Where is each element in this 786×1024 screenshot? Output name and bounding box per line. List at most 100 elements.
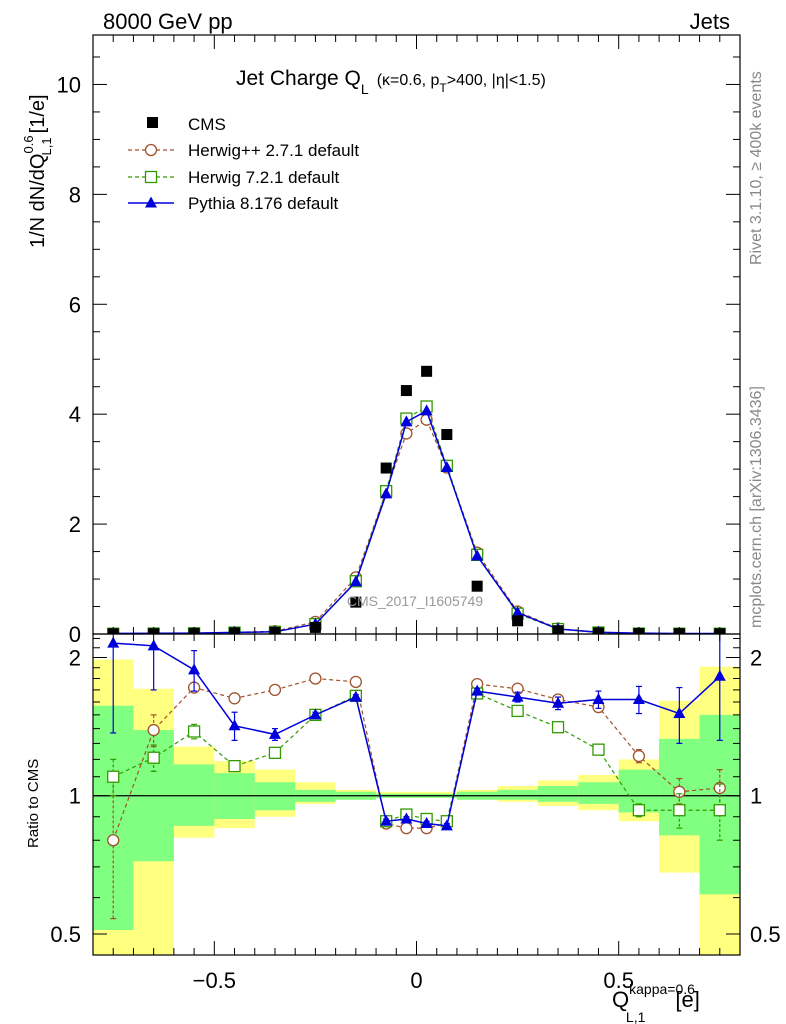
ratio-pythia-point (713, 669, 726, 681)
ratio-pythia-point (228, 719, 241, 731)
mcplots-source-label: mcplots.cern.ch [arXiv:1306.3436] (748, 386, 765, 628)
ratio-herwig7-point (187, 725, 201, 738)
main-y-tick-label: 10 (57, 72, 81, 97)
ratio-herwig7-point (713, 804, 726, 817)
ratio-y-tick-label-right: 2 (750, 645, 762, 670)
ratio-herwig7-line (112, 692, 720, 823)
legend: CMS Herwig++ 2.7.1 default Herwig 7.2.1 … (128, 115, 359, 213)
title-detail-subscript: T (439, 81, 447, 95)
ratio-herwig7-point (551, 721, 565, 734)
legend-pythia-marker (145, 196, 157, 208)
ratio-pythia-point (632, 693, 645, 705)
main-pythia-point (440, 460, 453, 472)
ratio-y-tick-label: 0.5 (50, 922, 81, 947)
ratio-pythia-point (440, 819, 453, 831)
ratio-pythia-point (188, 663, 201, 675)
ratio-pythia-point (471, 684, 484, 696)
ratio-band-inner (497, 789, 538, 800)
ratio-herwigpp-point (400, 822, 413, 835)
main-cms-point (380, 462, 392, 474)
ratio-pythia-point (309, 708, 322, 720)
x-axis-label: Qkappa=0.6 L,1 [e] (612, 981, 700, 1024)
main-cms-point (512, 615, 524, 627)
main-y-tick-label: 0 (69, 622, 81, 647)
svg-text:Jet Charge QL(κ=0.6, pT>400, |: Jet Charge QL (κ=0.6, pT>400, |η|<1.5) (236, 67, 546, 97)
ratio-herwigpp-point (147, 723, 160, 737)
title-main: Jet Charge Q (236, 67, 361, 90)
main-pythia-point (349, 575, 362, 587)
ratio-y-tick-label-right: 0.5 (750, 922, 781, 947)
ratio-herwigpp-point (107, 834, 120, 847)
main-cms-point (400, 385, 412, 397)
svg-text:Qkappa=0.6L,1[e]: Qkappa=0.6 L,1 [e] (612, 981, 700, 1024)
ratio-herwig7-point (107, 770, 120, 783)
ratio-herwigpp-point (349, 675, 362, 689)
legend-label-cms: CMS (188, 115, 226, 134)
ratio-pythia-point (400, 812, 413, 824)
main-cms-point (350, 596, 362, 608)
ylabel-unit: [1/e] (27, 94, 49, 133)
ratio-pythia-point (552, 696, 565, 708)
ratio-pythia-point (420, 817, 433, 829)
rivet-version-label: Rivet 3.1.10, ≥ 400k events (748, 71, 765, 265)
ratio-herwigpp-point (268, 683, 282, 697)
ratio-herwigpp-line (112, 677, 720, 841)
ratio-pythia-point (380, 814, 393, 826)
ratio-pythia-point (349, 690, 362, 702)
legend-herwigpp-marker (144, 143, 158, 157)
ylabel-superscript: 0.6 (21, 135, 36, 153)
ratio-pythia-point (147, 639, 160, 651)
main-cms-point (441, 429, 453, 441)
title-detail-b: >400, |η|<1.5) (447, 72, 546, 89)
main-pythia-point (471, 549, 484, 561)
x-tick-label: 0 (410, 968, 422, 993)
ratio-pythia-point (268, 727, 281, 739)
xlabel-superscript: kappa=0.6 (629, 981, 695, 997)
main-pythia-point (420, 404, 433, 416)
ratio-plot-area (93, 634, 740, 955)
ratio-pythia-point (673, 707, 686, 719)
ratio-herwig7-point (511, 704, 524, 718)
legend-label-herwigpp: Herwig++ 2.7.1 default (188, 141, 359, 160)
main-cms-point (471, 580, 483, 592)
main-y-axis-label: 1/N dN/dQ0.6 L,1 [1/e] (21, 94, 54, 248)
ratio-pythia-line (113, 642, 721, 827)
ratio-herwig7-point (147, 751, 160, 764)
x-tick-label: −0.5 (193, 968, 236, 993)
xlabel-q: Q (612, 987, 629, 1012)
xlabel-unit: [e] (675, 987, 699, 1012)
ratio-band-inner (537, 786, 579, 802)
ratio-pythia-point (511, 690, 524, 702)
legend-cms-marker (147, 117, 158, 128)
plot-title: Jet Charge QL (κ=0.6, pT>400, |η|<1.5) (236, 67, 546, 97)
xlabel-subscript: L,1 (626, 1009, 646, 1024)
main-pythia-point (511, 606, 524, 618)
ratio-herwig7-point (228, 759, 241, 773)
ratio-y-tick-label-right: 1 (750, 784, 762, 809)
ratio-y-axis-label: Ratio to CMS (25, 759, 42, 848)
ratio-y-tick-label: 1 (69, 784, 81, 809)
ratio-herwigpp-point (632, 749, 646, 763)
ratio-herwigpp-point (228, 692, 241, 705)
ratio-herwigpp-point (309, 672, 322, 685)
main-pythia-line (113, 409, 720, 634)
header-jets-label: Jets (690, 9, 730, 34)
ratio-herwigpp-point (713, 781, 726, 795)
legend-herwig7-marker (144, 170, 158, 184)
main-pythia-point (400, 415, 413, 427)
main-y-tick-label: 8 (69, 182, 81, 207)
ratio-herwig7-point (592, 743, 605, 756)
ylabel-subscript: L,1 (39, 137, 54, 155)
ratio-band-inner (578, 782, 619, 804)
ylabel-prefix: 1/N dN/dQ (27, 154, 49, 248)
main-y-tick-label: 2 (69, 512, 81, 537)
ratio-pythia-point (592, 693, 605, 705)
analysis-watermark: CMS_2017_I1605749 (347, 593, 483, 609)
x-tick-label: 0.5 (603, 968, 634, 993)
ratio-y-tick-label: 2 (69, 645, 81, 670)
ratio-herwigpp-point (673, 785, 686, 798)
svg-text:1/N dN/dQ0.6L,1[1/e]: 1/N dN/dQ0.6 L,1 [1/e] (21, 94, 54, 248)
ratio-herwig7-point (632, 804, 646, 817)
